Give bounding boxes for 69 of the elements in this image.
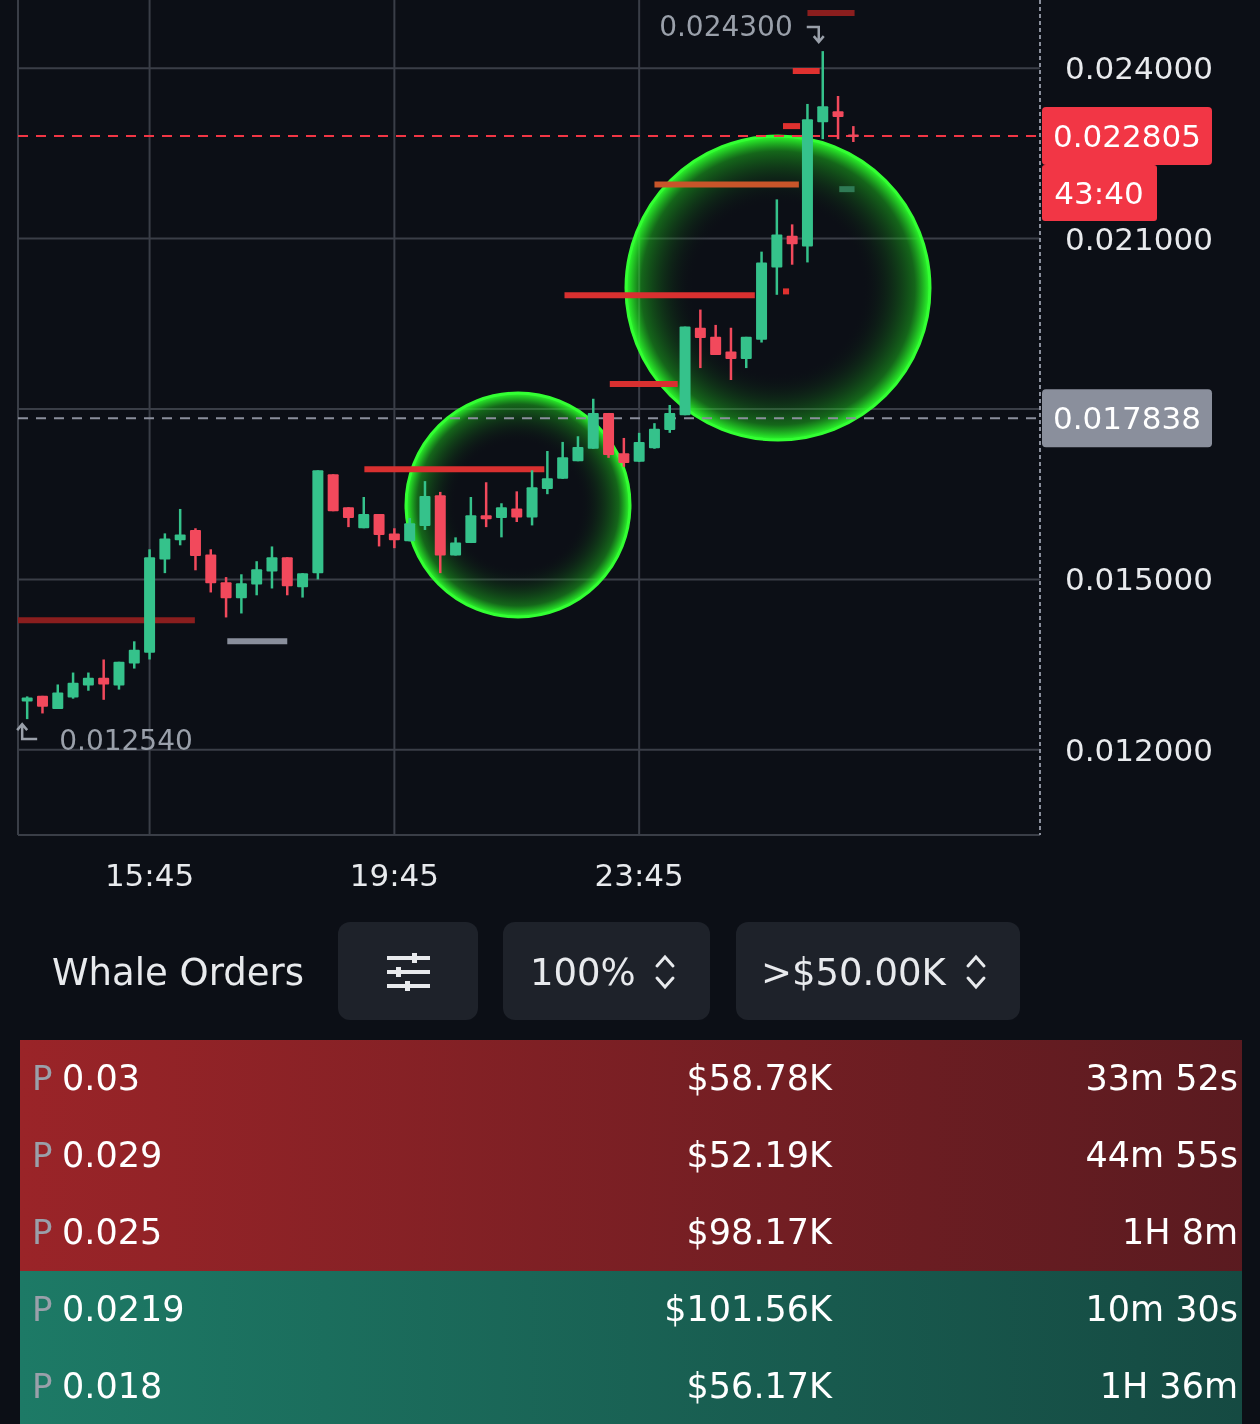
- text: 1H 8m: [1121, 1212, 1238, 1252]
- candlestick: [832, 94, 844, 141]
- candlestick: [664, 403, 676, 435]
- text: $56.17K: [686, 1366, 834, 1406]
- y-tick-label: 0.021000: [1065, 220, 1213, 257]
- text: $98.17K: [686, 1212, 834, 1252]
- candlestick: [694, 308, 706, 370]
- text: P: [32, 1135, 53, 1175]
- text: P: [32, 1289, 53, 1329]
- text: 33m 52s: [1085, 1058, 1238, 1098]
- text: 0.0219: [62, 1289, 185, 1329]
- text: $58.78K: [686, 1058, 834, 1098]
- candlestick: [113, 660, 125, 691]
- candlestick: [388, 527, 400, 550]
- candlestick: [495, 502, 507, 539]
- x-tick-label: 19:45: [349, 857, 440, 893]
- text: P: [32, 1212, 53, 1252]
- candlestick: [817, 49, 829, 141]
- text: P: [32, 1366, 53, 1406]
- candlestick: [511, 490, 523, 524]
- text: 0.025: [62, 1212, 163, 1252]
- text: P: [32, 1058, 53, 1098]
- candlestick: [67, 671, 79, 700]
- candlestick: [541, 449, 553, 496]
- annotation: 0.012540: [59, 724, 193, 758]
- text: 0.03: [62, 1058, 140, 1098]
- candlestick: [358, 495, 370, 530]
- ref-line-label: 0.017838: [1053, 400, 1201, 437]
- candlestick: [52, 683, 64, 711]
- ref-line-label: 0.022805: [1053, 118, 1201, 155]
- candlestick: [450, 536, 462, 557]
- annotation: 0.024300: [659, 10, 793, 44]
- candlestick: [633, 431, 645, 464]
- text: $52.19K: [686, 1135, 834, 1175]
- candlestick: [297, 571, 309, 599]
- y-tick-label: 0.015000: [1065, 561, 1213, 598]
- text: Whale Orders: [52, 951, 304, 994]
- text: 0.029: [62, 1135, 163, 1175]
- text: 1H 36m: [1099, 1366, 1238, 1406]
- candlestick: [740, 335, 752, 370]
- text: $101.56K: [664, 1289, 834, 1329]
- candlestick: [266, 545, 278, 590]
- candlestick: [220, 575, 232, 619]
- text: 43:40: [1054, 175, 1144, 212]
- candlestick: [557, 440, 569, 481]
- x-tick-label: 23:45: [594, 857, 684, 893]
- candlestick: [21, 695, 33, 721]
- y-tick-label: 0.024000: [1065, 50, 1213, 87]
- candlestick: [235, 573, 247, 615]
- candlestick: [725, 326, 737, 382]
- text: >$50.00K: [761, 951, 948, 994]
- y-tick-label: 0.012000: [1065, 731, 1213, 768]
- candlestick: [82, 671, 94, 692]
- candlestick: [251, 559, 263, 597]
- candlestick: [480, 481, 492, 529]
- candlestick: [159, 532, 171, 575]
- candlestick: [618, 436, 630, 469]
- candlestick: [342, 506, 354, 529]
- text: 44m 55s: [1085, 1135, 1238, 1175]
- text: 10m 30s: [1085, 1289, 1238, 1329]
- candlestick: [572, 434, 584, 463]
- candlestick: [710, 323, 722, 357]
- candlestick: [373, 512, 385, 548]
- candlestick: [786, 223, 798, 266]
- candlestick: [648, 421, 660, 450]
- x-tick-label: 15:45: [104, 857, 195, 893]
- candlestick: [128, 640, 140, 670]
- text: 100%: [530, 951, 636, 994]
- text: 0.018: [62, 1366, 163, 1406]
